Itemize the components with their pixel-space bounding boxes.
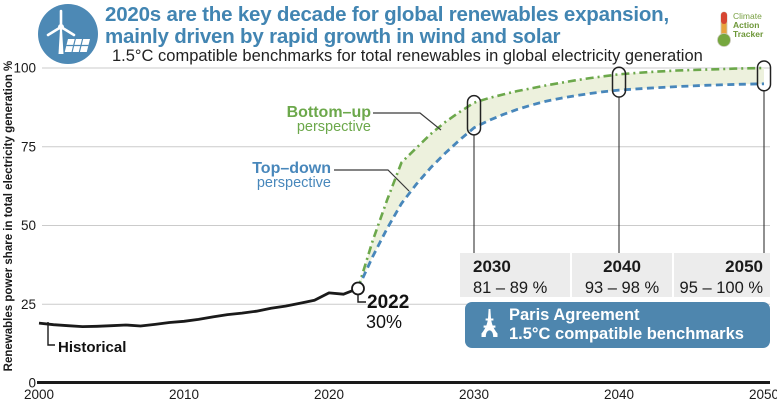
x-tick-label: 2040 xyxy=(604,387,634,402)
benchmark-year: 2050 xyxy=(725,257,763,276)
marker-2022-value: 30% xyxy=(366,312,403,332)
bottom-up-line xyxy=(356,66,765,289)
historical-line xyxy=(38,287,359,328)
bottom-up-label: Bottom–up perspective xyxy=(250,105,371,135)
top-down-label: Top–down perspective xyxy=(210,161,331,191)
y-tick-label: 25 xyxy=(21,297,36,312)
paris-line-2: 1.5°C compatible benchmarks xyxy=(509,325,744,343)
wind-solar-logo-icon xyxy=(38,4,98,64)
paris-line-1: Paris Agreement xyxy=(509,306,640,324)
benchmark-oval xyxy=(611,66,627,98)
benchmark-range: 93 – 98 % xyxy=(584,279,660,297)
benchmark-band xyxy=(358,68,764,289)
benchmark-cell-2040: 2040 93 – 98 % xyxy=(572,253,672,297)
eiffel-tower-icon xyxy=(481,309,498,337)
paris-agreement-banner: Paris Agreement 1.5°C compatible benchma… xyxy=(465,302,770,348)
bottom-up-label-line1: Bottom–up xyxy=(286,104,371,121)
cat-logo-text: Climate Action Tracker xyxy=(733,12,763,39)
thermometer-icon xyxy=(717,11,731,47)
chart-subtitle: 1.5°C compatible benchmarks for total re… xyxy=(112,47,703,65)
x-tick-label: 2030 xyxy=(459,387,489,402)
benchmark-range: 95 – 100 % xyxy=(679,279,763,297)
y-tick-label: 0 xyxy=(28,376,36,391)
x-tick-label: 2050 xyxy=(749,387,777,402)
y-axis-label: Renewables power share in total electric… xyxy=(3,60,15,372)
title-line-1: 2020s are the key decade for global rene… xyxy=(105,3,669,26)
benchmark-range: 81 – 89 % xyxy=(473,279,548,297)
benchmark-cell-2050: 2050 95 – 100 % xyxy=(674,253,770,297)
page-title: 2020s are the key decade for global rene… xyxy=(105,4,669,48)
cat-word-climate: Climate xyxy=(733,11,762,21)
benchmark-oval xyxy=(466,94,482,136)
paris-agreement-text: Paris Agreement 1.5°C compatible benchma… xyxy=(509,306,744,344)
top-down-label-line2: perspective xyxy=(256,175,331,191)
top-down-connector xyxy=(334,169,410,192)
historical-bracket xyxy=(47,322,55,346)
cat-word-tracker: Tracker xyxy=(733,29,764,39)
benchmark-year: 2030 xyxy=(473,257,511,276)
bottom-up-connector xyxy=(373,112,442,131)
top-down-label-line1: Top–down xyxy=(252,160,331,177)
bottom-up-label-line2: perspective xyxy=(296,119,371,135)
benchmark-year: 2040 xyxy=(603,257,641,276)
benchmark-cell-2030: 2030 81 – 89 % xyxy=(460,253,570,297)
marker-2022-year: 2022 xyxy=(367,292,410,313)
y-tick-label: 75 xyxy=(21,139,36,154)
top-down-line xyxy=(356,82,765,290)
historical-label: Historical xyxy=(58,339,127,356)
marker-2022-point xyxy=(351,281,365,296)
x-tick-label: 2010 xyxy=(169,387,199,402)
cat-word-action: Action xyxy=(733,20,760,30)
y-tick-label: 50 xyxy=(21,218,36,233)
benchmark-oval xyxy=(756,60,772,92)
x-tick-label: 2020 xyxy=(314,387,344,402)
x-tick-label: 2000 xyxy=(24,387,54,402)
marker-2022-bracket xyxy=(357,295,366,303)
climate-action-tracker-logo: Climate Action Tracker xyxy=(716,10,774,53)
y-tick-label: 100 xyxy=(13,61,36,76)
title-line-2: mainly driven by rapid growth in wind an… xyxy=(105,25,561,48)
